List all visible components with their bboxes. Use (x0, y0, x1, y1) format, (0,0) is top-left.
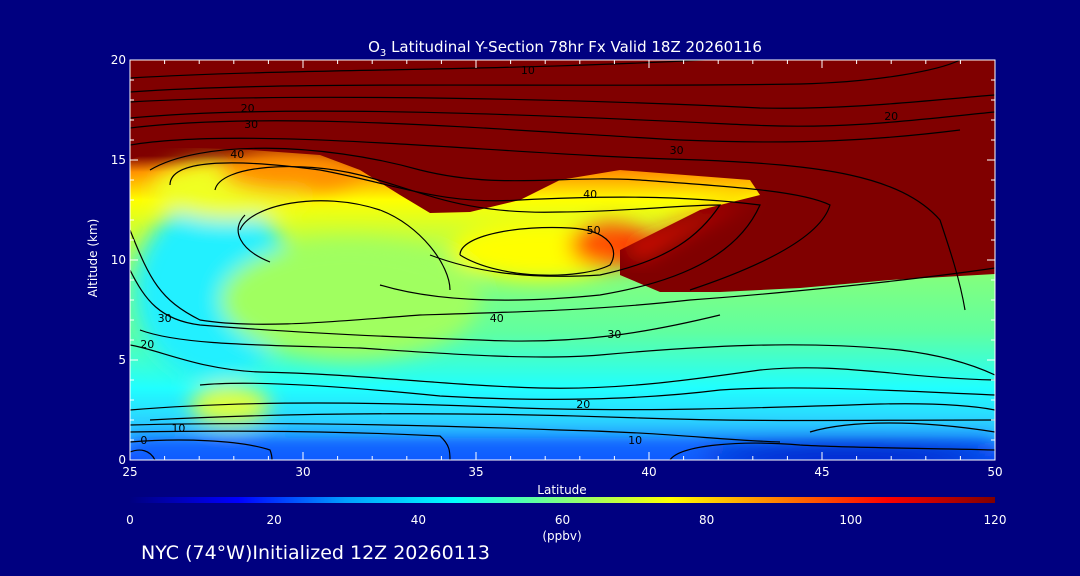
contour-line (149, 413, 995, 422)
contour-line (130, 120, 961, 143)
contour-label: 20 (884, 110, 898, 123)
contour-line (130, 137, 966, 311)
contour-line (669, 442, 995, 460)
contour-line (130, 423, 781, 443)
contour-label: 30 (670, 144, 684, 157)
colorbar (130, 497, 995, 503)
contour-label: 40 (230, 148, 244, 161)
field-stratosphere-red (130, 60, 995, 292)
contour-label: 40 (583, 188, 597, 201)
contour-line (130, 439, 273, 460)
concentration-field (130, 60, 995, 460)
colorbar-tick-label: 20 (267, 513, 282, 527)
colorbar-tick-label: 80 (699, 513, 714, 527)
field-green-core (220, 240, 480, 360)
colorbar-tick-label: 120 (984, 513, 1007, 527)
colorbar-unit: (ppbv) (542, 529, 581, 543)
footer-initialized-info: NYC (74°W)Initialized 12Z 20260113 (141, 542, 490, 564)
contour-line (459, 226, 615, 276)
y-axis-label: Altitude (km) (86, 219, 100, 298)
contour-label: 10 (628, 434, 642, 447)
contour-line (130, 402, 995, 411)
x-axis: 25 30 35 40 45 50 (122, 60, 1003, 479)
contour-line (237, 214, 271, 263)
contour-labels: 10 20 30 40 20 30 40 50 40 30 20 30 20 10 0 10 (140, 64, 898, 447)
x-tick-label: 50 (987, 465, 1002, 479)
contour-label: 20 (241, 102, 255, 115)
x-tick-label: 40 (641, 465, 656, 479)
field-yellow-low (190, 385, 270, 425)
contour-label: 20 (140, 338, 154, 351)
contour-line (130, 60, 961, 93)
contour-label: 50 (587, 224, 601, 237)
contour-line (130, 60, 715, 79)
field-orange-left (220, 148, 360, 192)
contour-line (130, 94, 995, 109)
y-tick-label: 10 (111, 253, 126, 267)
x-tick-label: 25 (122, 465, 137, 479)
contour-label: 40 (490, 312, 504, 325)
contour-line (130, 110, 995, 127)
x-tick-label: 45 (814, 465, 829, 479)
contour-line (130, 344, 995, 389)
y-axis: 0 5 10 15 20 (111, 53, 995, 467)
contour-label: 30 (244, 118, 258, 131)
field-navy-bottom (700, 445, 995, 460)
contour-line (130, 430, 451, 460)
y-tick-label: 20 (111, 53, 126, 67)
y-tick-label: 15 (111, 153, 126, 167)
chart-title: O3 Latitudinal Y-Section 78hr Fx Valid 1… (368, 38, 762, 59)
contour-line (214, 165, 722, 277)
contour-label: 10 (521, 64, 535, 77)
y-tick-label: 0 (118, 453, 126, 467)
contour-lines (130, 60, 995, 460)
x-tick-label: 35 (468, 465, 483, 479)
field-red-edge (620, 195, 760, 260)
y-tick-label: 5 (118, 353, 126, 367)
contour-line (139, 329, 995, 376)
contour-line (130, 269, 721, 342)
colorbar-ticks: 0 20 40 60 80 100 120 (126, 513, 1006, 527)
colorbar-tick-label: 0 (126, 513, 134, 527)
contour-label: 10 (171, 422, 185, 435)
contour-line (149, 147, 831, 291)
colorbar-tick-label: 40 (411, 513, 426, 527)
contour-label: 30 (158, 312, 172, 325)
contour-line (130, 229, 995, 325)
contour-line (130, 449, 156, 460)
contour-line (199, 382, 995, 400)
x-tick-label: 30 (295, 465, 310, 479)
contour-label: 20 (576, 398, 590, 411)
colorbar-tick-label: 60 (555, 513, 570, 527)
contour-line (239, 200, 451, 291)
colorbar-tick-label: 100 (839, 513, 862, 527)
contour-line (169, 162, 761, 301)
contour-label: 0 (140, 434, 147, 447)
contour-label: 30 (607, 328, 621, 341)
contour-line (809, 422, 995, 433)
x-axis-label: Latitude (537, 483, 586, 497)
